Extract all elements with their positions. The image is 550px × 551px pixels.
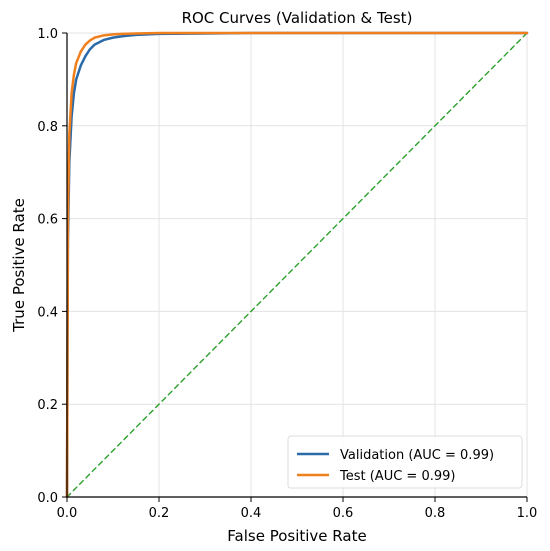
y-tick-label: 0.2: [37, 398, 58, 413]
y-tick-label: 0.4: [37, 305, 58, 320]
y-tick-label: 1.0: [37, 27, 58, 42]
y-tick-label: 0.6: [37, 213, 58, 228]
x-tick-label: 0.2: [149, 506, 170, 521]
legend: Validation (AUC = 0.99) Test (AUC = 0.99…: [287, 435, 523, 489]
y-axis-label: True Positive Rate: [10, 198, 28, 333]
y-tick-label: 0.8: [37, 120, 58, 135]
x-tick-label: 0.8: [425, 506, 446, 521]
test-roc-line: [65, 31, 529, 499]
tick-labels: 0.0 0.2 0.4 0.6 0.8 1.0 0.0 0.2 0.4 0.6 0.8 1.0: [37, 27, 537, 521]
x-tick-label: 0.6: [333, 506, 354, 521]
x-tick-label: 0.0: [57, 506, 78, 521]
legend-validation-label: Validation (AUC = 0.99): [340, 448, 494, 463]
axes: [62, 32, 528, 502]
chart-title: ROC Curves (Validation & Test): [182, 9, 413, 27]
legend-box: [287, 435, 523, 489]
x-axis-label: False Positive Rate: [227, 527, 366, 545]
series-layer: [65, 31, 529, 499]
y-tick-label: 0.0: [37, 491, 58, 506]
x-tick-label: 0.4: [241, 506, 262, 521]
x-tick-label: 1.0: [517, 506, 538, 521]
legend-test-label: Test (AUC = 0.99): [339, 469, 455, 484]
chance-diagonal-line: [66, 32, 528, 498]
